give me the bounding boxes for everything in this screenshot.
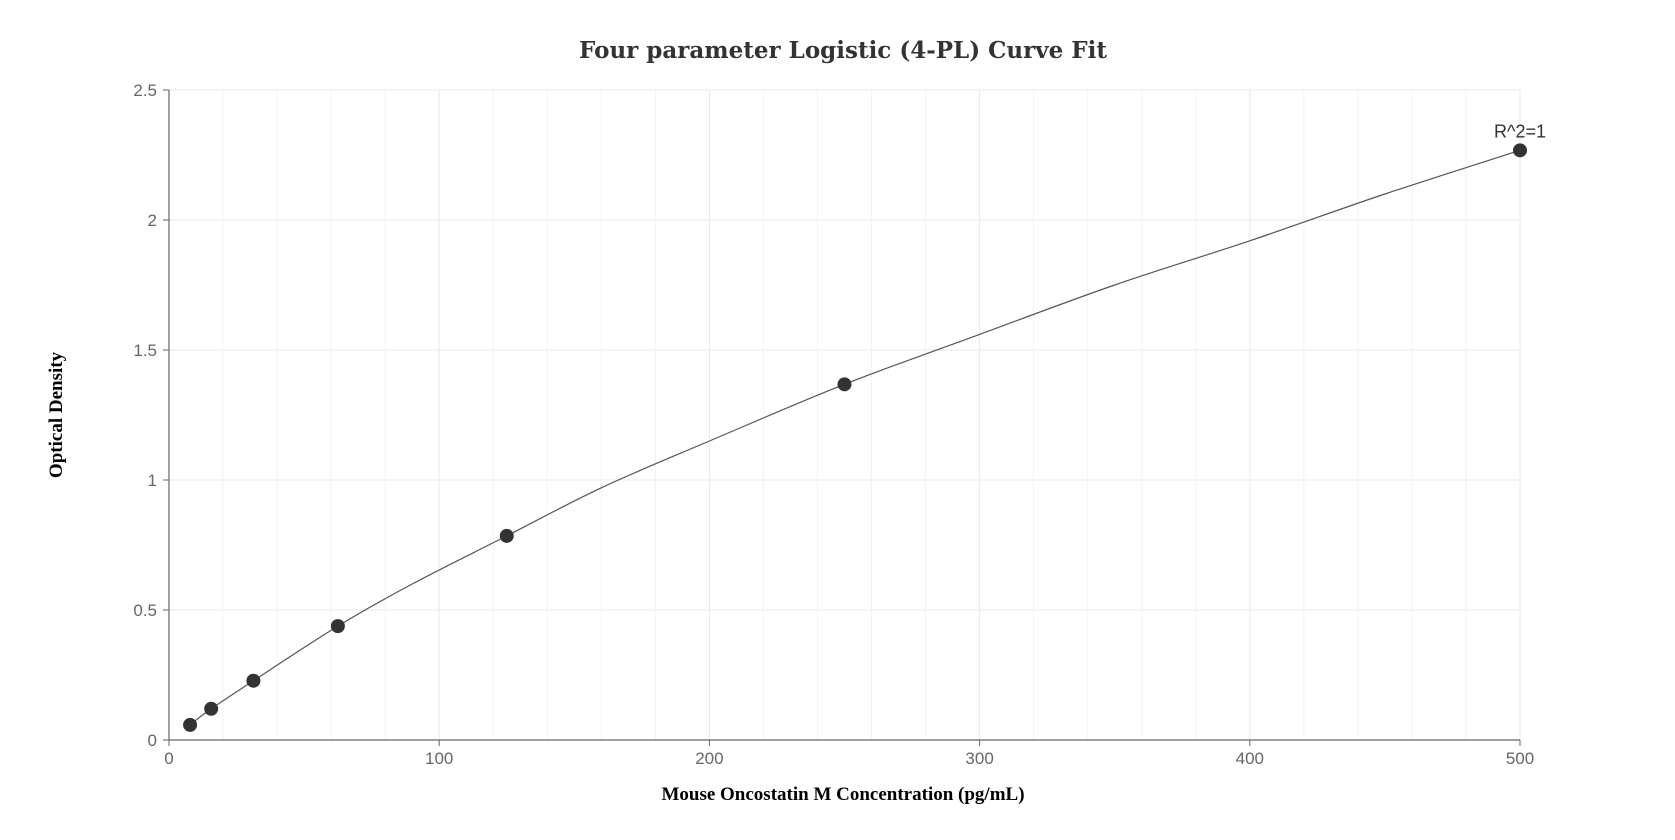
y-tick-label: 2.5 [133, 81, 157, 100]
fit-curve [189, 149, 1521, 726]
data-point [204, 701, 219, 716]
y-tick-label: 2 [148, 211, 157, 230]
data-point [499, 528, 514, 543]
grid-lines [169, 89, 1521, 740]
data-point [330, 619, 345, 634]
data-point [183, 717, 198, 732]
data-point [1513, 143, 1527, 158]
y-tick-label: 1.5 [133, 341, 157, 360]
data-point [837, 377, 852, 392]
y-tick-label: 1 [148, 471, 157, 490]
x-tick-label: 300 [965, 749, 993, 768]
y-tick-label: 0 [148, 731, 157, 750]
tick-labels: 0 100 200 300 400 500 0 0.5 1 1.5 2 2.5 [133, 81, 1534, 768]
axes [163, 89, 1521, 746]
chart-title: Four parameter Logistic (4-PL) Curve Fit [579, 37, 1107, 64]
x-tick-label: 500 [1506, 749, 1534, 768]
x-tick-label: 0 [164, 749, 173, 768]
x-tick-label: 200 [695, 749, 723, 768]
x-tick-label: 400 [1236, 749, 1264, 768]
x-axis-title: Mouse Oncostatin M Concentration (pg/mL) [661, 784, 1024, 805]
x-tick-label: 100 [425, 749, 453, 768]
y-axis-title: Optical Density [46, 351, 67, 478]
r-squared-annotation: R^2=1 [1494, 121, 1546, 141]
data-point [246, 673, 261, 688]
y-tick-label: 0.5 [133, 601, 157, 620]
data-points [183, 143, 1527, 732]
